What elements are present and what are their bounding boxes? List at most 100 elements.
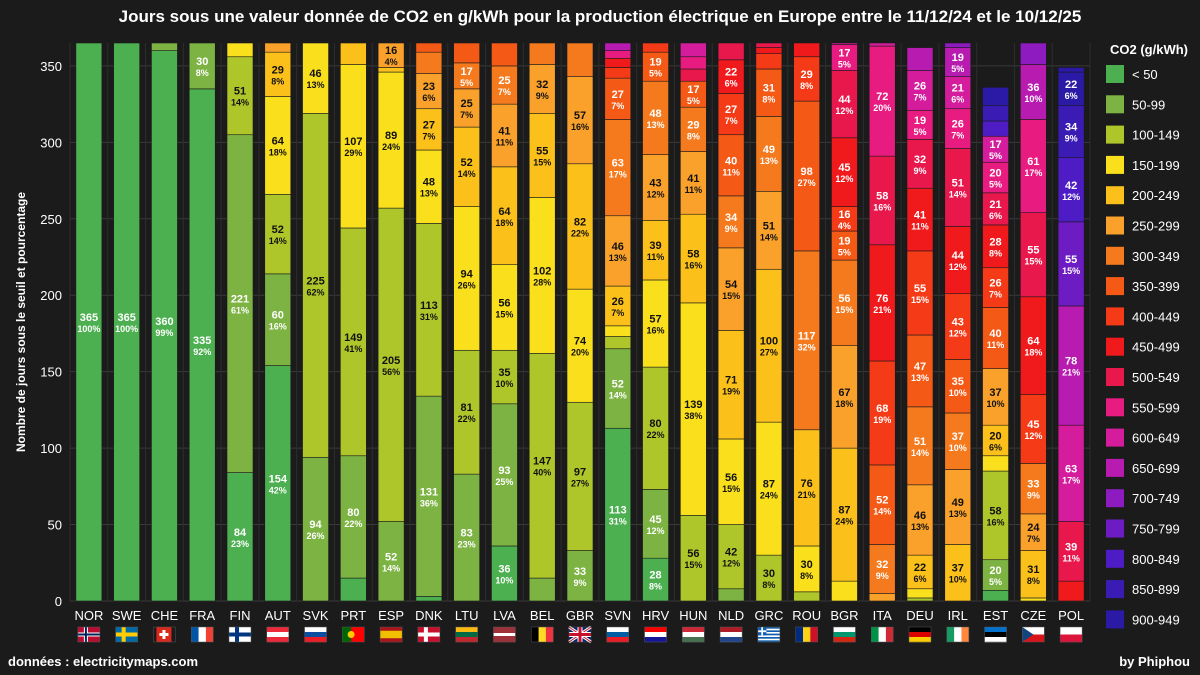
bar-segment	[906, 109, 934, 140]
segment-value: 39	[1065, 541, 1077, 553]
segment-percent: 92%	[193, 347, 211, 357]
segment-percent: 13%	[307, 80, 325, 90]
segment-value: 82	[574, 216, 586, 228]
segment-value: 93	[498, 465, 510, 477]
segment-percent: 29%	[344, 148, 362, 158]
bar-segment	[604, 325, 632, 337]
bar-segment	[642, 279, 669, 368]
bar-segment	[453, 206, 480, 351]
bar-segment	[793, 42, 820, 58]
bar-segment	[982, 589, 1009, 602]
segment-percent: 10%	[495, 379, 513, 389]
segment-percent: 9%	[876, 571, 889, 581]
legend-label: 550-599	[1132, 400, 1180, 415]
segment-percent: 22%	[571, 228, 589, 238]
segment-percent: 10%	[495, 575, 513, 585]
segment-value: 34	[1065, 122, 1078, 134]
flag-gbr-icon	[568, 625, 592, 644]
segment-value: 41	[687, 173, 699, 185]
segment-value: 34	[725, 212, 738, 224]
legend-swatch	[1106, 337, 1124, 356]
segment-percent: 24%	[835, 517, 853, 527]
segment-percent: 5%	[687, 96, 700, 106]
bar-segment	[1020, 463, 1047, 515]
segment-value: 24	[1027, 522, 1040, 534]
chart-title: Jours sous une valeur donnée de CO2 en g…	[119, 7, 1082, 26]
segment-value: 63	[612, 158, 624, 170]
segment-percent: 16%	[571, 122, 589, 132]
segment-value: 25	[461, 98, 473, 110]
bar-segment	[1020, 212, 1047, 298]
flag-cze-icon	[1022, 626, 1045, 643]
legend-label: 600-649	[1132, 431, 1180, 446]
bar-segment	[226, 42, 254, 58]
segment-value: 45	[838, 162, 850, 174]
bar-segment	[982, 105, 1009, 122]
segment-value: 29	[687, 119, 699, 131]
bar-segment	[604, 77, 632, 120]
segment-value: 17	[461, 66, 473, 78]
bar-segment	[1057, 424, 1085, 522]
bar-stack-est: 205%5816%206%3710%4011%267%288%216%205%1…	[982, 87, 1009, 602]
segment-percent: 6%	[1065, 91, 1078, 101]
x-category-label: AUT	[265, 608, 291, 623]
segment-value: 37	[989, 387, 1001, 399]
segment-value: 45	[649, 514, 661, 526]
segment-value: 36	[1027, 82, 1039, 94]
bar-segment	[377, 71, 405, 209]
segment-value: 32	[914, 154, 926, 166]
bar-segment	[906, 554, 934, 590]
flag-deu-icon	[908, 626, 932, 643]
segment-value: 51	[914, 436, 926, 448]
segment-value: 26	[914, 80, 926, 92]
segment-value: 39	[649, 240, 661, 252]
flag-irl-icon	[946, 626, 970, 643]
bar-segment	[1057, 221, 1085, 307]
segment-percent: 6%	[725, 79, 738, 89]
segment-percent: 14%	[873, 507, 891, 517]
segment-percent: 13%	[911, 373, 929, 383]
bar-segment	[944, 76, 972, 110]
segment-percent: 19%	[722, 387, 740, 397]
flag-nld-icon	[719, 626, 743, 643]
y-axis-ticks: 0 50 100 150 200 250 300 350	[40, 59, 62, 609]
bar-segment	[604, 67, 632, 79]
segment-value: 17	[989, 139, 1001, 151]
bar-segment	[188, 88, 216, 602]
segment-value: 67	[838, 387, 850, 399]
segment-value: 35	[498, 367, 510, 379]
segment-percent: 12%	[949, 262, 967, 272]
bar-segment	[415, 149, 443, 224]
segment-percent: 11%	[911, 222, 929, 232]
y-axis-label: Nombre de jours sous le seuil et pourcen…	[14, 192, 28, 452]
bar-segment	[377, 67, 405, 73]
segment-percent: 14%	[269, 236, 287, 246]
segment-value: 22	[725, 67, 737, 79]
segment-percent: 22%	[458, 414, 476, 424]
segment-value: 42	[1065, 180, 1077, 192]
segment-percent: 61%	[231, 306, 249, 316]
segment-percent: 8%	[271, 76, 284, 86]
bar-segment	[1057, 67, 1085, 73]
legend-label: 900-949	[1132, 612, 1180, 627]
author-credit: by Phiphou	[1119, 654, 1190, 669]
segment-value: 74	[574, 336, 587, 348]
segment-value: 58	[989, 505, 1001, 517]
segment-percent: 8%	[800, 81, 813, 91]
bar-segment	[944, 108, 972, 149]
bar-segment	[868, 42, 896, 47]
segment-value: 47	[914, 361, 926, 373]
bar-segment	[906, 588, 934, 599]
segment-value: 26	[952, 119, 964, 131]
bar-segment	[302, 456, 329, 602]
segment-value: 40	[989, 328, 1001, 340]
segment-percent: 10%	[987, 399, 1005, 409]
segment-percent: 10%	[1024, 94, 1042, 104]
flag-pol-icon	[1059, 626, 1083, 643]
bar-segment	[982, 424, 1009, 457]
segment-percent: 10%	[949, 388, 967, 398]
